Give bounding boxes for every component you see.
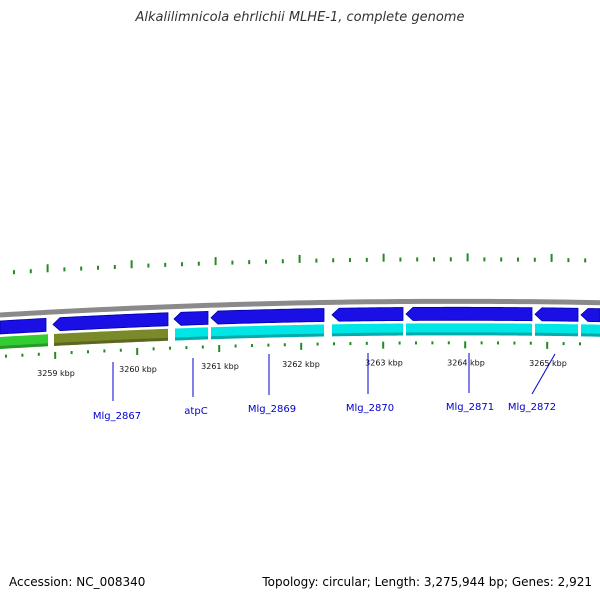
coordinate-label: 3262 kbp xyxy=(282,360,320,369)
gene-label: Mlg_2871 xyxy=(446,402,494,413)
coordinate-label: 3265 kbp xyxy=(529,359,567,368)
gene-label: Mlg_2867 xyxy=(93,411,141,422)
coordinate-label: 3261 kbp xyxy=(201,362,239,371)
gene-feature-shade xyxy=(332,332,403,337)
gene-leader-line xyxy=(531,353,556,395)
gene-feature xyxy=(581,324,600,337)
gene-feature xyxy=(535,323,578,337)
gene-feature xyxy=(211,324,324,340)
page-title: Alkalilimnicola ehrlichii MLHE-1, comple… xyxy=(135,10,465,25)
gene-feature-shade xyxy=(0,343,48,349)
coordinate-label: 3259 kbp xyxy=(37,369,75,378)
gene-label: Mlg_2870 xyxy=(346,403,394,414)
gene-feature xyxy=(0,334,48,349)
cds-feature xyxy=(52,312,169,332)
coordinate-labels: 3259 kbp 3260 kbp 3261 kbp 3262 kbp 3263 kbp… xyxy=(37,358,567,378)
gene-feature xyxy=(332,323,403,337)
cds-feature xyxy=(405,306,533,322)
cds-feature xyxy=(331,307,404,322)
backbone xyxy=(0,298,600,318)
cds-feature xyxy=(534,307,579,322)
cds-feature xyxy=(173,310,209,326)
coordinate-label: 3263 kbp xyxy=(365,359,403,368)
gene-label: atpC xyxy=(184,406,207,417)
gene-feature-shade xyxy=(581,333,600,337)
gene-feature-shade xyxy=(535,332,578,337)
cds-feature xyxy=(580,308,600,323)
gene-feature-shade xyxy=(175,336,208,341)
backbone-arc xyxy=(0,298,600,318)
gene-feature xyxy=(406,323,532,336)
coordinate-label: 3260 kbp xyxy=(119,365,157,374)
cds-track xyxy=(0,306,600,335)
gene-feature-shade xyxy=(406,332,532,336)
outer-ticks xyxy=(13,253,587,275)
accession-text: Accession: NC_008340 xyxy=(9,575,146,589)
gene-feature xyxy=(175,327,208,341)
coordinate-label: 3264 kbp xyxy=(447,358,485,367)
gene-feature-shade xyxy=(211,333,324,340)
inner-ticks xyxy=(5,341,581,359)
gene-label: Mlg_2872 xyxy=(508,402,556,413)
cds-feature xyxy=(210,308,325,325)
gene-track xyxy=(0,323,600,349)
gene-label: Mlg_2869 xyxy=(248,404,296,415)
gene-labels: Mlg_2867 atpC Mlg_2869 Mlg_2870 Mlg_2871 Mlg_… xyxy=(93,353,556,422)
genome-summary-text: Topology: circular; Length: 3,275,944 bp… xyxy=(262,575,592,589)
gene-feature-shade xyxy=(54,337,168,346)
cds-feature xyxy=(0,317,47,335)
gene-feature xyxy=(54,328,168,346)
